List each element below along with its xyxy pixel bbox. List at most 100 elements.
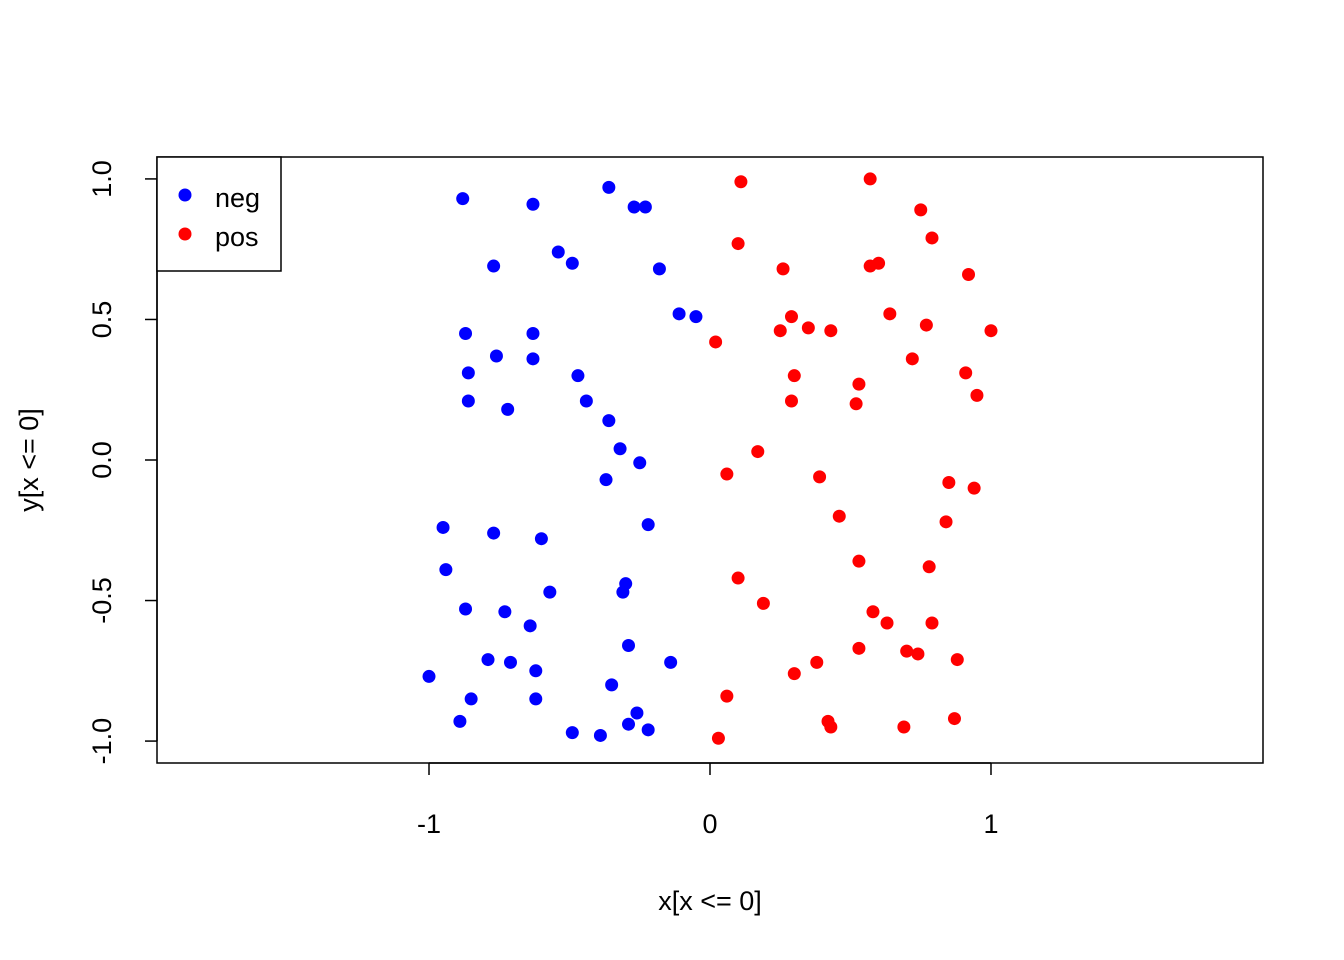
point-neg bbox=[487, 526, 501, 540]
point-neg bbox=[627, 200, 641, 214]
point-pos bbox=[801, 321, 815, 335]
point-pos bbox=[852, 554, 866, 568]
point-pos bbox=[711, 731, 725, 745]
point-neg bbox=[622, 639, 636, 653]
point-pos bbox=[947, 712, 961, 726]
point-neg bbox=[641, 723, 655, 737]
point-pos bbox=[911, 647, 925, 661]
point-neg bbox=[453, 714, 467, 728]
point-neg bbox=[543, 585, 557, 599]
point-neg bbox=[459, 327, 473, 341]
point-neg bbox=[641, 518, 655, 532]
point-pos bbox=[784, 394, 798, 408]
legend-box bbox=[156, 156, 282, 272]
y-tick-label: -1.0 bbox=[87, 718, 117, 765]
point-pos bbox=[756, 596, 770, 610]
point-neg bbox=[461, 394, 475, 408]
point-neg bbox=[529, 692, 543, 706]
x-axis: -1 0 1 bbox=[417, 762, 999, 839]
x-tick-label: 0 bbox=[702, 809, 717, 839]
x-axis-label: x[x <= 0] bbox=[658, 886, 762, 916]
point-pos bbox=[709, 335, 723, 349]
point-pos bbox=[939, 515, 953, 529]
point-pos bbox=[824, 720, 838, 734]
point-pos bbox=[832, 509, 846, 523]
point-neg bbox=[498, 605, 512, 619]
data-points bbox=[422, 172, 998, 745]
point-pos bbox=[787, 369, 801, 383]
point-pos bbox=[773, 324, 787, 338]
legend-marker-neg bbox=[178, 188, 192, 202]
point-pos bbox=[849, 397, 863, 411]
legend-label-neg: neg bbox=[215, 183, 260, 213]
point-neg bbox=[579, 394, 593, 408]
point-pos bbox=[852, 641, 866, 655]
point-pos bbox=[787, 667, 801, 681]
point-neg bbox=[523, 619, 537, 633]
point-pos bbox=[720, 689, 734, 703]
point-neg bbox=[605, 678, 619, 692]
point-neg bbox=[501, 402, 515, 416]
point-neg bbox=[422, 669, 436, 683]
y-tick-label: 1.0 bbox=[87, 160, 117, 198]
point-neg bbox=[638, 200, 652, 214]
point-pos bbox=[959, 366, 973, 380]
point-neg bbox=[622, 717, 636, 731]
point-neg bbox=[602, 414, 616, 428]
point-pos bbox=[922, 560, 936, 574]
point-neg bbox=[593, 728, 607, 742]
point-pos bbox=[813, 470, 827, 484]
point-neg bbox=[599, 473, 613, 487]
point-neg bbox=[633, 456, 647, 470]
point-pos bbox=[872, 256, 886, 270]
y-tick-label: 0.0 bbox=[87, 441, 117, 479]
point-pos bbox=[962, 267, 976, 281]
point-pos bbox=[905, 352, 919, 366]
point-neg bbox=[689, 310, 703, 324]
point-neg bbox=[436, 520, 450, 534]
y-axis-label: y[x <= 0] bbox=[14, 408, 44, 512]
point-pos bbox=[925, 231, 939, 245]
x-tick-label: 1 bbox=[983, 809, 998, 839]
point-pos bbox=[900, 644, 914, 658]
point-pos bbox=[751, 445, 765, 459]
point-pos bbox=[970, 388, 984, 402]
point-neg bbox=[652, 262, 666, 276]
point-neg bbox=[487, 259, 501, 273]
point-neg bbox=[602, 180, 616, 194]
point-neg bbox=[503, 655, 517, 669]
point-pos bbox=[734, 175, 748, 189]
point-neg bbox=[526, 327, 540, 341]
point-neg bbox=[489, 349, 503, 363]
legend-marker-pos bbox=[178, 227, 192, 241]
point-neg bbox=[456, 192, 470, 206]
x-tick-label: -1 bbox=[417, 809, 441, 839]
legend: neg pos bbox=[156, 156, 282, 272]
point-neg bbox=[481, 653, 495, 667]
point-neg bbox=[571, 369, 585, 383]
point-neg bbox=[565, 256, 579, 270]
point-neg bbox=[461, 366, 475, 380]
point-pos bbox=[852, 377, 866, 391]
point-neg bbox=[534, 532, 548, 546]
point-pos bbox=[897, 720, 911, 734]
y-axis: -1.0 -0.5 0.0 0.5 1.0 bbox=[87, 160, 158, 765]
y-tick-label: 0.5 bbox=[87, 301, 117, 339]
point-pos bbox=[883, 307, 897, 321]
point-neg bbox=[672, 307, 686, 321]
point-pos bbox=[863, 172, 877, 186]
point-pos bbox=[784, 310, 798, 324]
point-neg bbox=[613, 442, 627, 456]
point-neg bbox=[439, 563, 453, 577]
point-pos bbox=[776, 262, 790, 276]
legend-label-pos: pos bbox=[215, 222, 259, 252]
point-neg bbox=[529, 664, 543, 678]
point-neg bbox=[630, 706, 644, 720]
plot-frame bbox=[156, 156, 1264, 764]
y-tick-label: -0.5 bbox=[87, 577, 117, 624]
point-neg bbox=[526, 197, 540, 211]
point-pos bbox=[824, 324, 838, 338]
point-pos bbox=[925, 616, 939, 630]
point-pos bbox=[880, 616, 894, 630]
